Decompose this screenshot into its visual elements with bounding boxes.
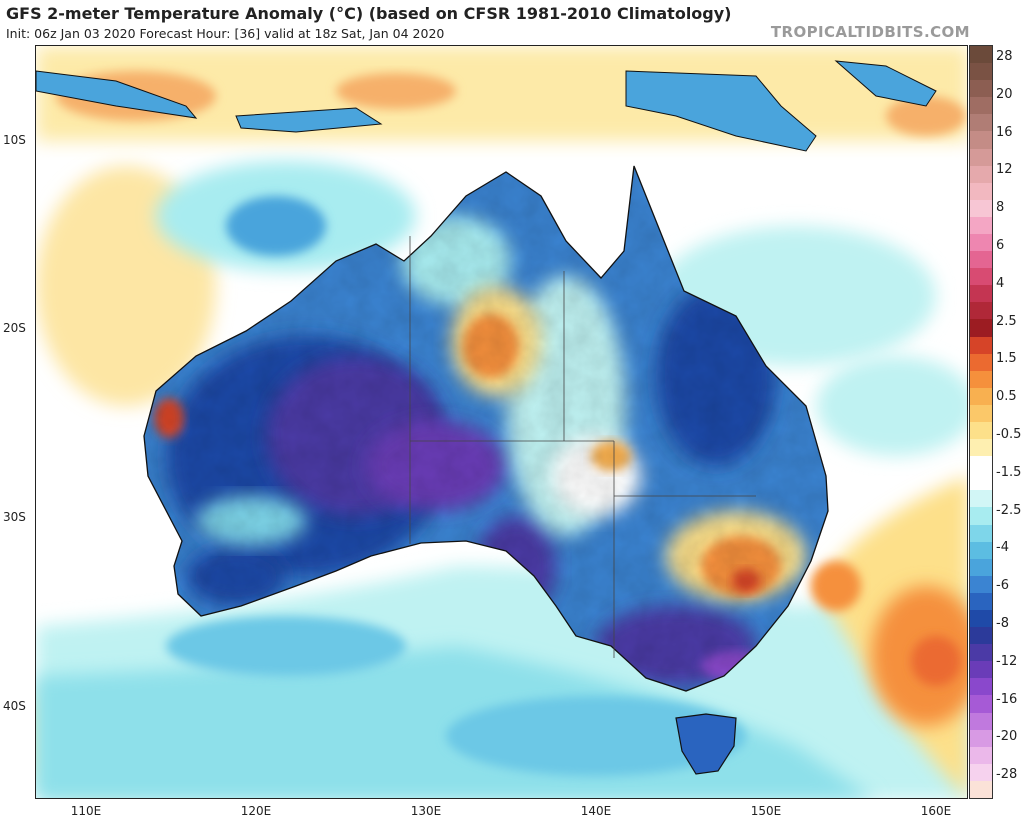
chart-subtitle: Init: 06z Jan 03 2020 Forecast Hour: [36… [6,26,445,41]
colorbar-segment [970,353,992,372]
colorbar-label: -0.5 [996,427,1022,442]
colorbar-segment [970,678,992,696]
lon-label-150e: 150E [750,804,782,818]
colorbar-segment [970,729,992,748]
colorbar-label: 12 [996,162,1013,178]
colorbar-segment [970,695,992,714]
northern-islands [36,60,937,152]
lat-label-30s: 30S [3,510,26,524]
colorbar-segment [970,558,992,577]
colorbar-label: 8 [996,200,1005,216]
colorbar-label: -28 [996,767,1018,783]
colorbar-segment [970,780,992,799]
colorbar-segment [970,490,992,508]
colorbar-segment [970,285,992,303]
colorbar-label: -2.5 [996,502,1022,518]
colorbar-segment [970,199,992,218]
colorbar-label: -20 [996,729,1018,745]
colorbar-label: 2.5 [996,313,1017,329]
colorbar-segment [970,319,992,338]
colorbar-segment [970,251,992,269]
colorbar-label: 6 [996,238,1005,253]
colorbar-segment [970,182,992,201]
colorbar-segment [970,268,992,286]
chart-title: GFS 2-meter Temperature Anomaly (°C) (ba… [6,4,732,23]
colorbar-segment [970,370,992,389]
colorbar-segment [970,46,992,64]
colorbar-label: -16 [996,691,1018,707]
colorbar-label: -1.5 [996,464,1022,480]
colorbar-segment [970,763,992,782]
colorbar-segment [970,80,992,98]
colorbar-segment [970,644,992,662]
colorbar-segment [970,131,992,150]
colorbar-segment [970,148,992,167]
colorbar-segment [970,336,992,355]
brand-watermark: TROPICALTIDBITS.COM [770,23,970,41]
colorbar-segment [970,592,992,611]
colorbar-segment [970,63,992,81]
colorbar-segment [970,97,992,115]
colorbar-segment [970,610,992,628]
lat-label-10s: 10S [3,133,26,147]
colorbar-label: -12 [996,653,1018,669]
lon-label-120e: 120E [240,804,272,818]
colorbar-segment [970,387,992,406]
colorbar-label: 20 [996,86,1013,102]
colorbar-segment [970,661,992,679]
colorbar-segment [970,456,992,474]
colorbar-segment [970,302,992,320]
colorbar-segment [970,524,992,543]
colorbar-label: 0.5 [996,389,1017,405]
colorbar-segment [970,216,992,235]
colorbar-label: 4 [996,275,1005,291]
lon-label-110e: 110E [70,804,102,818]
colorbar-segment [970,165,992,184]
colorbar-segment [970,473,992,491]
lon-label-160e: 160E [920,804,952,818]
lon-label-140e: 140E [580,804,612,818]
colorbar-label: 1.5 [996,351,1017,367]
colorbar-label: 16 [996,124,1013,140]
lat-label-20s: 20S [3,321,26,335]
colorbar-segment [970,712,992,731]
lat-label-40s: 40S [3,699,26,713]
colorbar-segment [970,746,992,765]
colorbar-segment [970,507,992,526]
colorbar-segment [970,575,992,594]
state-borders [409,236,756,658]
colorbar-segment [970,627,992,645]
australia-coastline [143,165,829,692]
lon-label-130e: 130E [410,804,442,818]
colorbar-segment [970,541,992,560]
colorbar-label: -6 [996,578,1009,594]
colorbar [969,45,993,799]
colorbar-segment [970,422,992,440]
anomaly-map [35,45,968,799]
colorbar-segment [970,439,992,457]
colorbar-segment [970,114,992,132]
colorbar-segment [970,404,992,423]
colorbar-label: -4 [996,540,1009,556]
colorbar-segment [970,234,992,252]
map-canvas [36,46,967,798]
colorbar-label: -8 [996,616,1009,631]
colorbar-label: 28 [996,49,1013,64]
